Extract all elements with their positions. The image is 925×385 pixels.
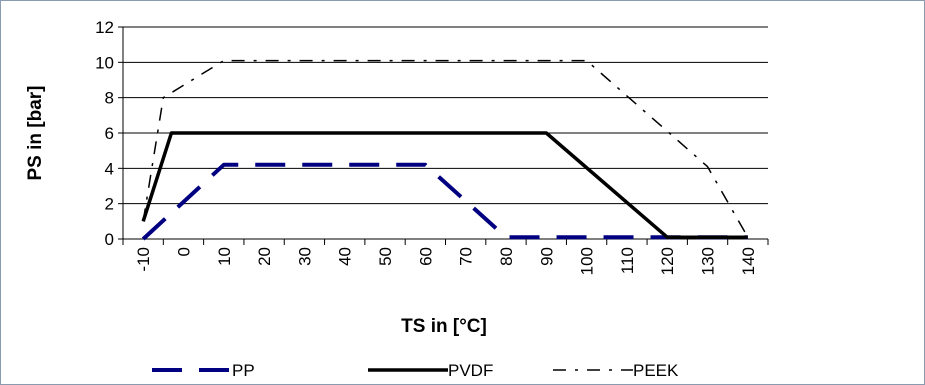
x-tick-label: 110 bbox=[618, 247, 637, 274]
series-line-pvdf bbox=[141, 131, 748, 239]
series-line-pp bbox=[141, 162, 748, 241]
y-tick-label: 8 bbox=[105, 89, 114, 108]
y-tick-label: 6 bbox=[105, 124, 114, 143]
x-tick-label: 50 bbox=[376, 247, 395, 266]
legend-label-pp: PP bbox=[232, 361, 255, 380]
x-tick-label: 90 bbox=[537, 247, 556, 266]
series-line-peek bbox=[142, 59, 749, 238]
x-axis-title: TS in [°C] bbox=[401, 316, 487, 337]
series-lines bbox=[141, 59, 749, 241]
x-tick-label: 30 bbox=[295, 247, 314, 266]
x-tick-label: 0 bbox=[174, 247, 193, 256]
legend: PP PVDF PEEK bbox=[152, 361, 679, 380]
axes bbox=[118, 26, 769, 245]
x-tick-label: 40 bbox=[336, 247, 355, 266]
legend-label-pvdf: PVDF bbox=[448, 361, 493, 380]
legend-label-peek: PEEK bbox=[633, 361, 679, 380]
gridlines bbox=[123, 26, 768, 205]
x-tick-label: -10 bbox=[134, 247, 153, 272]
x-tick-label: 100 bbox=[578, 247, 597, 275]
x-tick-label: 70 bbox=[457, 247, 476, 266]
x-tick-label: 130 bbox=[699, 247, 718, 275]
x-tick-label: 20 bbox=[255, 247, 274, 266]
y-tick-label: 0 bbox=[105, 230, 114, 249]
x-tick-label: 80 bbox=[497, 247, 516, 266]
y-axis-title: PS in [bar] bbox=[25, 85, 46, 180]
x-tick-label: 60 bbox=[416, 247, 435, 266]
y-tick-labels: 0 2 4 6 8 10 12 bbox=[95, 18, 114, 249]
x-tick-label: 10 bbox=[215, 247, 234, 266]
y-tick-label: 4 bbox=[105, 159, 114, 178]
x-tick-labels: -10 0 10 20 30 40 50 60 70 80 90 100 110 120 130 140 bbox=[134, 247, 758, 275]
y-tick-label: 2 bbox=[105, 195, 114, 214]
y-tick-label: 12 bbox=[95, 18, 114, 37]
x-tick-label: 140 bbox=[739, 247, 758, 275]
y-tick-label: 10 bbox=[95, 53, 114, 72]
x-tick-label: 120 bbox=[658, 247, 677, 275]
